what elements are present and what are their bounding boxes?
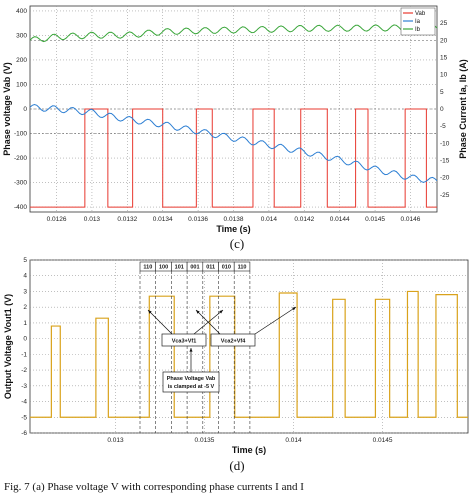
state-label: 100 (159, 265, 168, 271)
x-tick-label: 0.0144 (330, 216, 350, 223)
y-tick-label: -5 (21, 414, 27, 421)
x-tick-label: 0.0134 (153, 216, 173, 223)
x-tick-label: 0.0145 (373, 437, 393, 444)
x-tick-label: 0.0138 (224, 216, 244, 223)
arrow-head (196, 310, 200, 314)
y-tick-label: -300 (14, 180, 27, 187)
x-tick-label: 0.0145 (365, 216, 385, 223)
legend-label: Ia (415, 19, 421, 25)
figure-caption: Fig. 7 (a) Phase voltage V with correspo… (4, 481, 304, 493)
annotation-text: Vca3+Vf1 (172, 339, 197, 345)
arrow-head (219, 310, 223, 314)
y-tick-label: -1 (21, 351, 27, 358)
chart-d: 0.013 0.0135 0.014 0.0145 -6 -5 -4 -3 -2 -1 0 1 2 3 4 5… (3, 257, 469, 455)
legend-label: Ib (415, 27, 421, 33)
y-right-tick-label: -25 (440, 192, 450, 199)
y-tick-label: 4 (23, 273, 27, 280)
y-right-tick-label: 10 (440, 72, 448, 79)
x-axis-label: Time (s) (232, 445, 266, 455)
state-label: 010 (222, 265, 231, 271)
y-right-tick-label: 15 (440, 55, 448, 62)
x-tick-label: 0.0135 (195, 437, 215, 444)
series-vout1-line (30, 290, 468, 418)
annotation-text: Vca2+Vf4 (221, 339, 247, 345)
annotation-arrow (254, 306, 297, 335)
subfigure-label-d: (d) (229, 458, 244, 473)
y-tick-label: 3 (23, 288, 27, 295)
y-tick-label: 400 (16, 8, 27, 15)
x-tick-label: 0.014 (285, 437, 302, 444)
y-right-axis-label: Phase Current Ia, Ib (A) (458, 59, 468, 159)
y-tick-label: 0 (23, 106, 27, 113)
x-axis-label: Time (s) (216, 224, 250, 234)
y-tick-label: -400 (14, 204, 27, 211)
state-label: 011 (206, 265, 215, 271)
plot-area-d (29, 259, 469, 434)
state-label: 001 (190, 265, 199, 271)
y-tick-label: -100 (14, 131, 27, 138)
y-right-tick-label: -15 (440, 158, 450, 165)
series-ib-line (29, 24, 438, 43)
y-tick-label: -6 (21, 430, 27, 437)
annotation-arrow (147, 309, 173, 335)
y-tick-label: -4 (21, 399, 27, 406)
x-tick-label: 0.0126 (47, 216, 67, 223)
x-tick-label: 0.0136 (188, 216, 208, 223)
arrow-head (292, 307, 296, 311)
y-tick-label: 300 (16, 32, 27, 39)
y-tick-label: 2 (23, 304, 27, 311)
arrow-head (189, 348, 193, 352)
y-right-tick-label: -20 (440, 175, 450, 182)
series-vab-line (30, 108, 437, 208)
y-right-tick-label: 5 (440, 89, 444, 96)
x-tick-label: 0.0142 (294, 216, 314, 223)
x-tick-label: 0.013 (84, 216, 101, 223)
annotation-arrow (193, 309, 224, 335)
y-tick-label: 1 (23, 320, 27, 327)
annotation-arrow (195, 309, 221, 335)
annotation-text: Phase Voltage Vab (167, 376, 216, 382)
y-right-tick-label: 20 (440, 37, 448, 44)
y-tick-label: 0 (23, 336, 27, 343)
y-right-tick-label: 0 (440, 106, 444, 113)
state-label: 110 (143, 265, 152, 271)
y-right-tick-label: -10 (440, 140, 450, 147)
y-axis-label: Phase voltage Vab (V) (2, 62, 12, 156)
x-tick-label: 0.013 (107, 437, 124, 444)
state-label: 101 (175, 265, 184, 271)
y-right-tick-label: -5 (440, 123, 446, 130)
x-tick-label: 0.0132 (117, 216, 137, 223)
y-tick-label: 200 (16, 57, 27, 64)
y-tick-label: -200 (14, 155, 27, 162)
x-tick-label: 0.014 (261, 216, 278, 223)
y-tick-label: 100 (16, 81, 27, 88)
y-axis-label: Output Voltage Vout1 (V) (3, 294, 13, 399)
chart-c: 0.0126 0.013 0.0132 0.0134 0.0136 0.0138 0.014… (2, 5, 468, 234)
annotation-text: is clamped at -5 V (168, 384, 215, 390)
y-tick-label: -2 (21, 367, 27, 374)
subfigure-label-c: (c) (230, 236, 244, 251)
y-right-tick-label: 25 (440, 20, 448, 27)
x-tick-label: 0.0146 (401, 216, 421, 223)
y-tick-label: 5 (23, 257, 27, 264)
arrow-head (148, 310, 152, 314)
series-ia-line (29, 103, 438, 183)
annotation-box (210, 333, 256, 347)
annotation-box (161, 333, 207, 347)
state-box (233, 261, 251, 272)
state-label: 110 (238, 265, 247, 271)
legend-label: Vab (415, 11, 426, 17)
y-tick-label: -3 (21, 383, 27, 390)
